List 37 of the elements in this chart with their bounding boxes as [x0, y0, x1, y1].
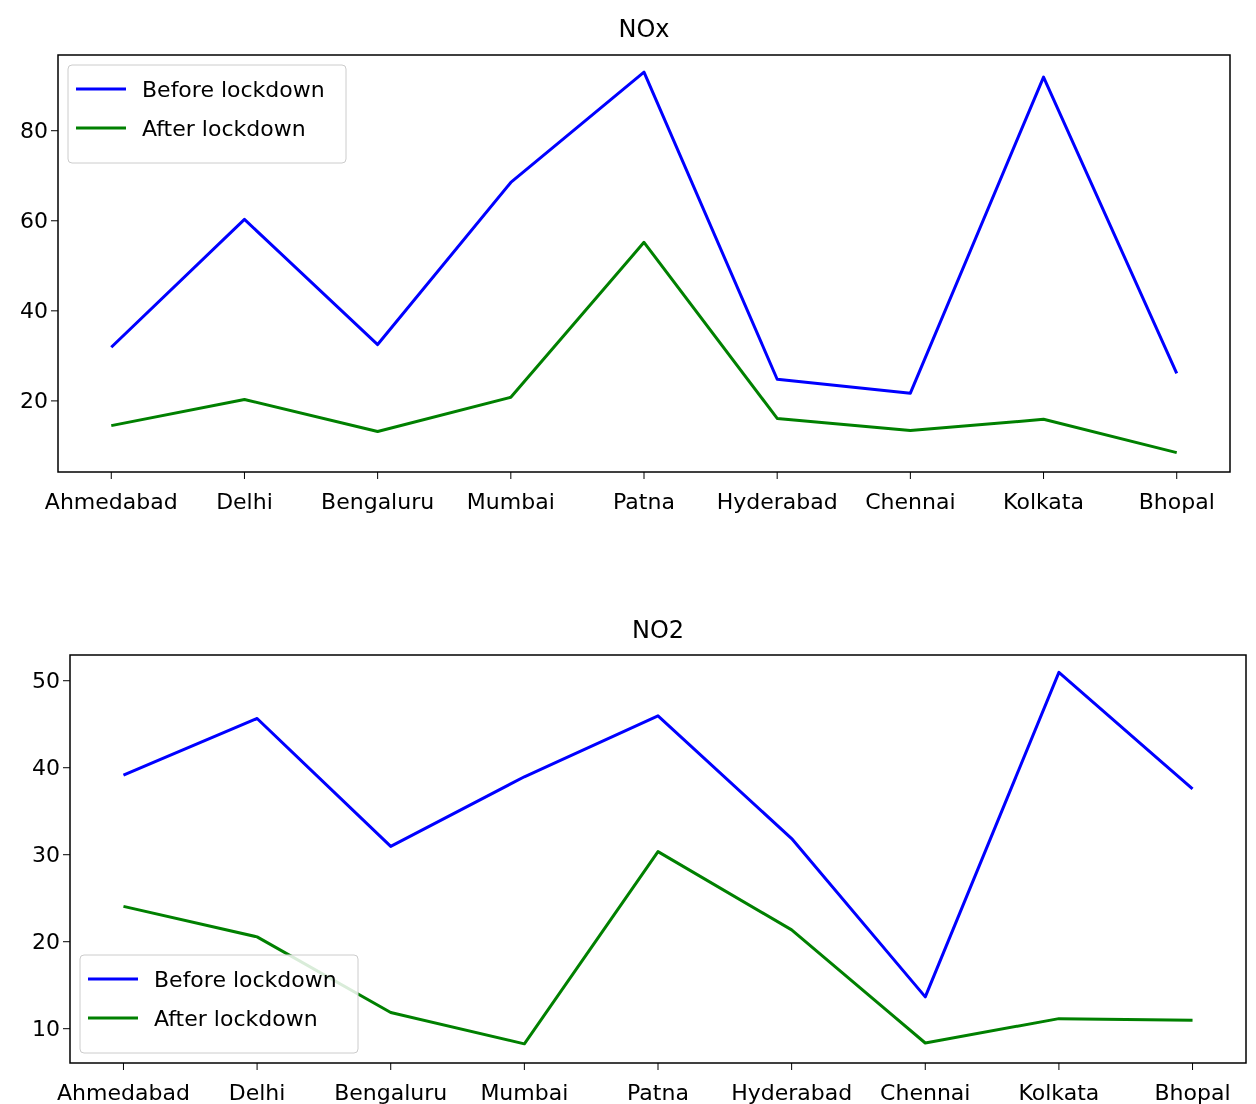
x-tick-label: Ahmedabad [44, 489, 178, 514]
legend-label: Before lockdown [142, 77, 325, 102]
x-tick-label: Bhopal [1138, 489, 1215, 514]
x-tick-label: Chennai [865, 489, 956, 514]
x-tick-label: Ahmedabad [57, 1080, 190, 1104]
y-tick-label: 50 [32, 667, 60, 693]
y-tick-label: 80 [20, 117, 48, 143]
legend-label: After lockdown [154, 1006, 318, 1031]
x-tick-label: Mumbai [466, 489, 555, 514]
x-tick-label: Kolkata [1018, 1080, 1100, 1104]
x-tick-label: Delhi [228, 1080, 286, 1104]
y-tick-label: 30 [32, 841, 60, 867]
x-tick-label: Hyderabad [716, 489, 838, 514]
y-tick-label: 40 [32, 754, 60, 780]
x-tick-label: Delhi [216, 489, 273, 514]
y-tick-label: 10 [32, 1015, 60, 1041]
line-series [121, 850, 1195, 1046]
x-tick-label: Bengaluru [334, 1080, 448, 1104]
legend-label: After lockdown [142, 116, 306, 141]
chart-title: NO2 [631, 616, 685, 644]
x-tick-label: Hyderabad [731, 1080, 853, 1104]
x-tick-label: Chennai [880, 1080, 971, 1104]
y-tick-label: 60 [20, 207, 48, 233]
line-series [109, 240, 1179, 455]
x-tick-label: Bengaluru [321, 489, 435, 514]
x-tick-label: Kolkata [1003, 489, 1084, 514]
legend-label: Before lockdown [154, 967, 337, 992]
y-tick-label: 40 [20, 297, 48, 323]
x-tick-label: Bhopal [1154, 1080, 1231, 1104]
x-tick-label: Patna [627, 1080, 689, 1104]
y-tick-label: 20 [20, 387, 48, 413]
x-tick-label: Mumbai [480, 1080, 569, 1104]
y-tick-label: 20 [32, 928, 60, 954]
chart-title: NOx [618, 15, 670, 43]
x-tick-label: Patna [613, 489, 675, 514]
line-series [121, 670, 1195, 999]
line-series [109, 70, 1179, 395]
